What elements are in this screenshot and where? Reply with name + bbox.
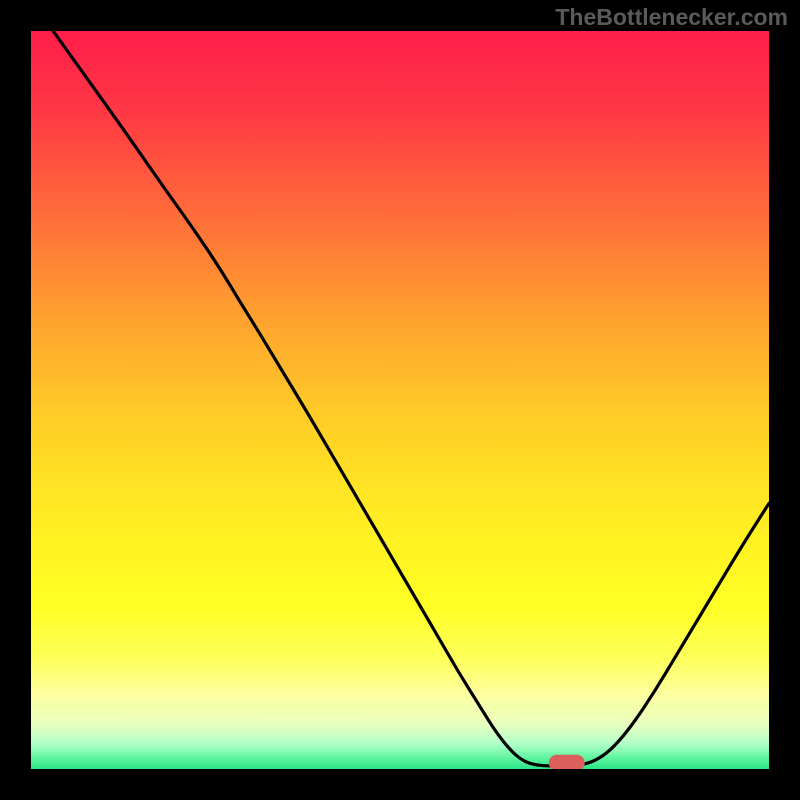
watermark-text: TheBottlenecker.com bbox=[555, 4, 788, 31]
bottleneck-curve-svg bbox=[31, 31, 769, 769]
optimal-marker bbox=[549, 755, 585, 769]
chart-plot-area bbox=[31, 31, 769, 769]
bottleneck-curve bbox=[53, 31, 769, 766]
